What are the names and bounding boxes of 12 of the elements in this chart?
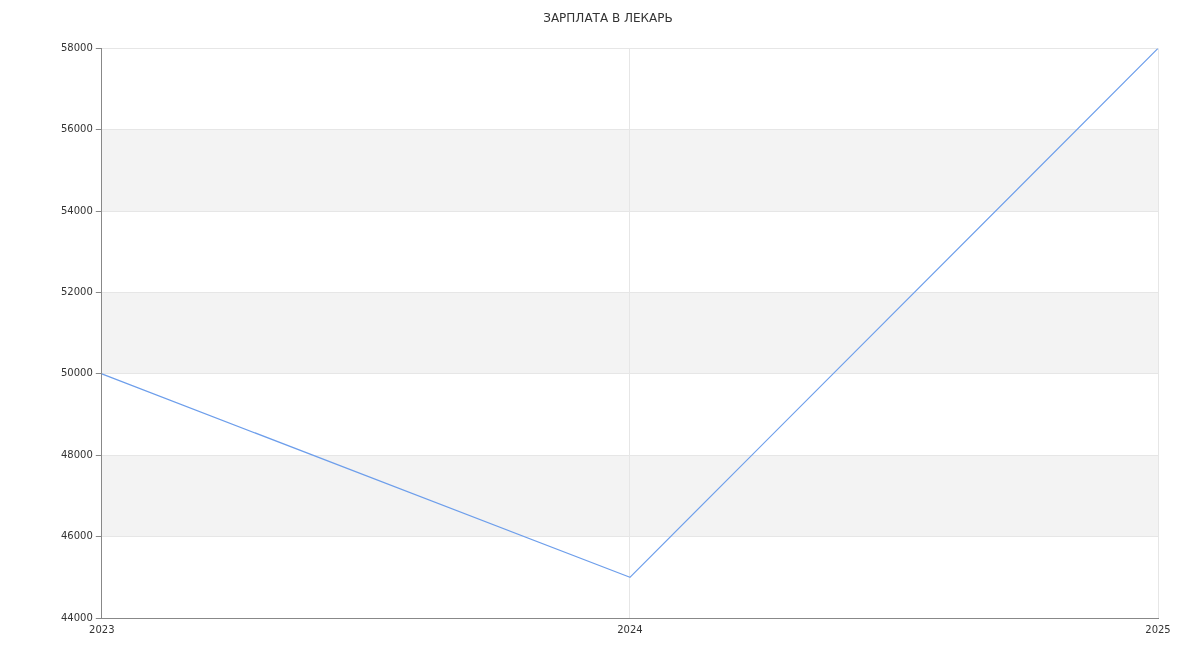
y-tick-label: 48000 bbox=[61, 448, 93, 460]
y-tick-label: 58000 bbox=[61, 41, 93, 53]
chart-title: ЗАРПЛАТА В ЛЕКАРЬ bbox=[543, 11, 673, 26]
y-tick-label: 44000 bbox=[61, 611, 93, 623]
x-tick-label: 2024 bbox=[617, 623, 643, 635]
x-tick-label: 2025 bbox=[1145, 623, 1171, 635]
x-tick-label: 2023 bbox=[89, 623, 115, 635]
y-tick-label: 46000 bbox=[61, 530, 93, 542]
y-tick-label: 52000 bbox=[61, 286, 93, 298]
y-tick-label: 54000 bbox=[61, 204, 93, 216]
y-tick-label: 56000 bbox=[61, 123, 93, 135]
y-tick-label: 50000 bbox=[61, 367, 93, 379]
